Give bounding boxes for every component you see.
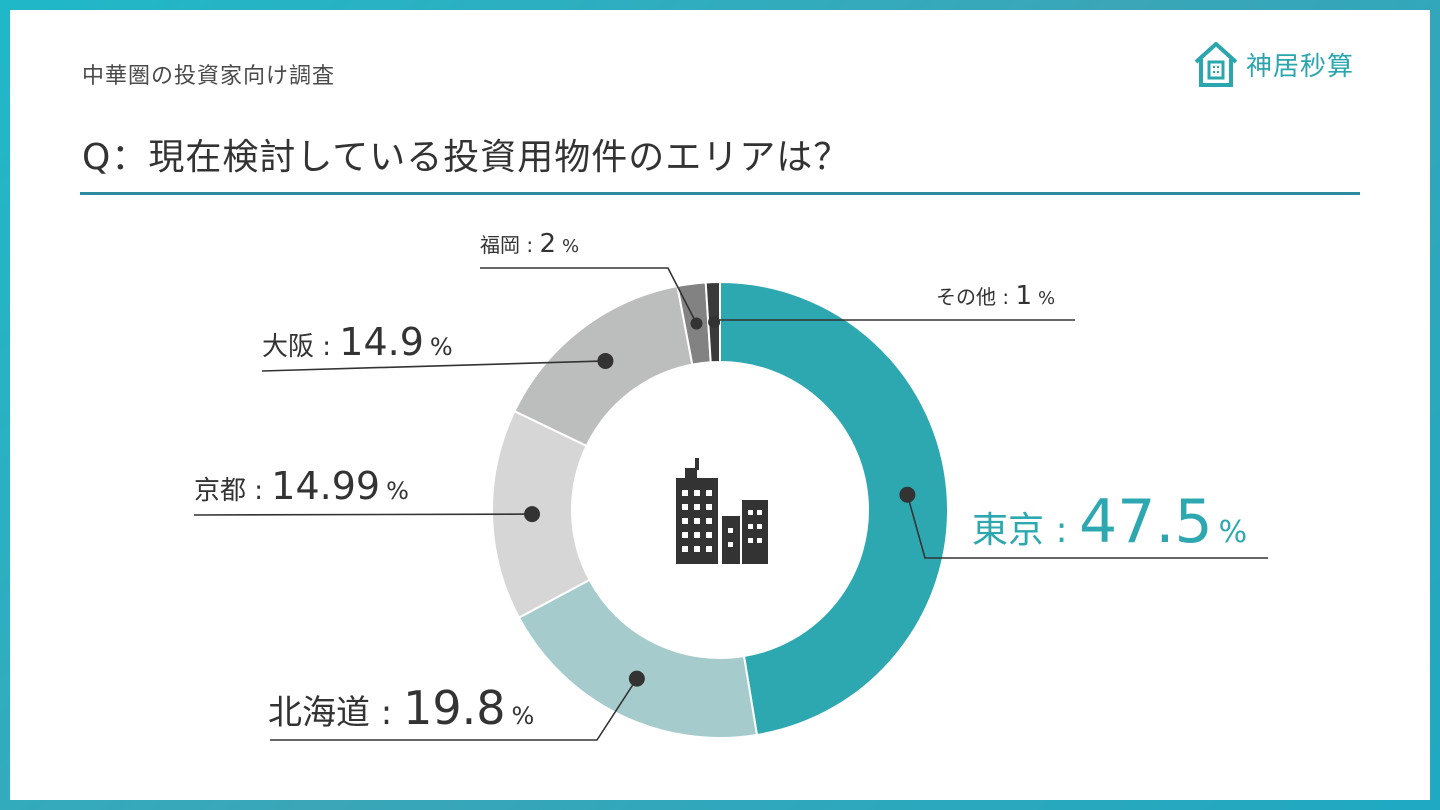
slice-label-東京: 東京 : 47.5%: [972, 487, 1247, 557]
slice-labels: 東京 : 47.5 % 北海道 : 19.8 % 京都 : 14.99 % 大阪 : 14.…: [194, 229, 1247, 735]
logo-text: 神居秒算: [1246, 51, 1355, 82]
donut-slices: [491, 280, 949, 739]
leader-line-東京: [906, 494, 1268, 559]
slice-東京: [719, 280, 949, 737]
leader-line-京都: [193, 513, 533, 516]
survey-subtitle: 中華圏の投資家向け調査: [82, 64, 336, 89]
leader-dot-大阪: [597, 352, 614, 369]
slice-label-大阪: 大阪 : 14.9%: [262, 320, 453, 364]
leader-line-北海道: [270, 678, 638, 741]
slice-label-京都: 京都 : 14.99%: [194, 464, 409, 508]
slice-label-福岡: 福岡 : 2%: [480, 229, 579, 259]
leader-lines: [193, 267, 1268, 741]
title-divider: [80, 192, 1360, 195]
slice-label-北海道: 北海道 : 19.8%: [268, 681, 534, 735]
house-logo-icon: [1194, 42, 1238, 87]
leader-line-大阪: [261, 360, 606, 372]
leader-dot-京都: [524, 506, 541, 523]
leader-dot-東京: [899, 486, 916, 503]
question-title: Q：現在検討している投資用物件のエリアは？: [82, 137, 851, 178]
leader-dot-その他: [708, 316, 721, 329]
brand-logo: 神居秒算: [1190, 34, 1390, 94]
leader-dot-北海道: [628, 670, 645, 687]
slice-北海道: [517, 578, 759, 739]
slice-label-その他: その他 : 1%: [936, 281, 1055, 311]
building-icon: [676, 458, 768, 564]
leader-line-福岡: [480, 267, 698, 324]
leader-dot-福岡: [690, 317, 703, 330]
